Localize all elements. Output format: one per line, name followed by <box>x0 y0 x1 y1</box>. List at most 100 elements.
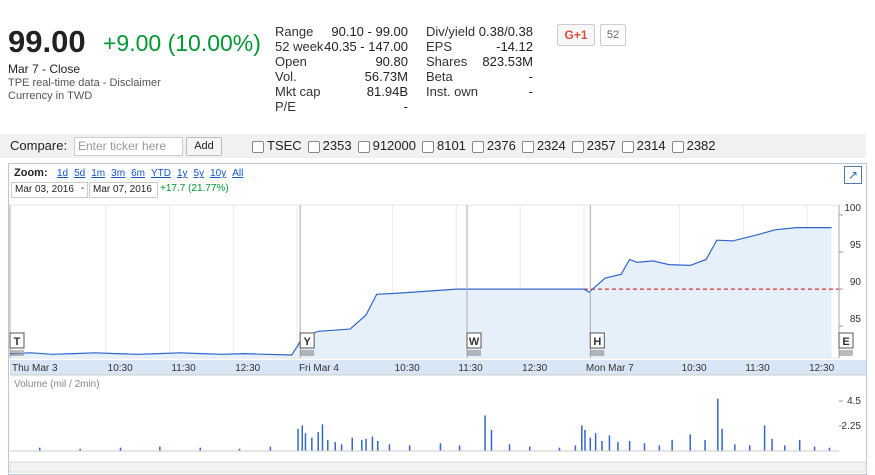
volume-bar <box>643 443 646 451</box>
ticker-checkbox[interactable]: 2324 <box>521 138 566 153</box>
volume-bar <box>39 447 41 451</box>
zoom-option[interactable]: 1d <box>57 168 69 179</box>
x-tick-label: Thu Mar 3 <box>12 363 58 374</box>
disclaimer-link[interactable]: Disclaimer <box>109 77 161 89</box>
zoom-option[interactable]: YTD <box>150 168 171 179</box>
y-tick-label: 2.25 <box>842 421 862 432</box>
volume-bar <box>798 439 801 451</box>
stat-label: P/E <box>275 99 296 114</box>
volume-bar <box>458 445 461 451</box>
event-marker: W <box>466 205 482 358</box>
quote-date: Mar 7 - Close <box>8 62 81 76</box>
volume-bar <box>784 445 786 451</box>
marker-box <box>299 332 315 349</box>
volume-bar <box>79 448 81 451</box>
volume-bar <box>238 448 241 451</box>
area-fill <box>10 227 832 358</box>
volume-bar <box>628 441 631 451</box>
volume-bar <box>601 441 603 451</box>
volume-bar <box>658 445 661 451</box>
volume-bar <box>301 425 304 451</box>
zoom-option[interactable]: 3m <box>111 168 126 179</box>
x-tick-label: 11:30 <box>171 363 196 374</box>
checkbox[interactable] <box>252 140 264 153</box>
gplus-count: 52 <box>600 24 626 46</box>
currency: Currency in TWD <box>8 90 93 102</box>
checkbox[interactable] <box>307 140 320 153</box>
event-marker: Y <box>299 205 315 358</box>
zoom-option[interactable]: 6m <box>131 168 145 179</box>
zoom-option[interactable]: 5y <box>193 168 205 179</box>
stat-value: -14.12 <box>496 39 533 54</box>
checkbox[interactable] <box>421 140 434 153</box>
x-tick-label: Fri Mar 4 <box>299 363 339 374</box>
price: 99.00 <box>8 24 86 59</box>
stat-value: 0.38/0.38 <box>478 24 533 39</box>
ticker-checkbox[interactable]: TSEC <box>252 138 302 153</box>
marker-label: H <box>593 336 601 348</box>
volume-bar <box>327 439 329 451</box>
volume-bar <box>361 439 363 451</box>
ticker-input[interactable]: Enter ticker here <box>74 137 183 156</box>
marker-label: E <box>842 336 849 348</box>
volume-bar <box>297 428 299 451</box>
x-tick-label: Mon Mar 7 <box>586 363 634 374</box>
gplus-button[interactable]: G+1 <box>557 24 595 46</box>
x-tick-label: 11:30 <box>745 363 770 374</box>
zoom-option[interactable]: 1y <box>176 168 188 179</box>
zoom-option[interactable]: 10y <box>210 168 227 179</box>
stat-label: Shares <box>426 54 468 69</box>
checkbox[interactable] <box>621 140 634 153</box>
volume-bar <box>828 447 831 451</box>
volume-bar <box>763 425 766 451</box>
volume-bar <box>159 446 161 451</box>
volume-bar <box>704 439 706 451</box>
range-change: +17.7 (21.77%) <box>160 183 229 194</box>
ticker-checkbox[interactable]: 912000 <box>357 138 416 153</box>
range-from[interactable]: Mar 03, 2016 <box>11 182 88 198</box>
stat-label: Beta <box>426 69 453 84</box>
ticker-checkbox[interactable]: 8101 <box>421 138 466 153</box>
ticker-label: 8101 <box>436 138 466 153</box>
zoom-option[interactable]: All <box>232 168 244 179</box>
range-separator: - <box>81 183 85 194</box>
expand-icon[interactable]: ↗ <box>844 166 862 184</box>
checkbox[interactable] <box>471 140 484 153</box>
x-tick-label: 12:30 <box>809 363 834 374</box>
ticker-checkbox[interactable]: 2382 <box>671 138 716 153</box>
ticker-label: 2357 <box>586 138 616 153</box>
checkbox[interactable] <box>357 140 370 153</box>
checkbox[interactable] <box>571 140 584 153</box>
y-tick-label: 95 <box>850 240 862 251</box>
checkbox[interactable] <box>521 140 534 153</box>
x-tick-label: 10:30 <box>395 363 420 374</box>
zoom-option[interactable]: 1m <box>91 168 106 179</box>
ticker-checkbox[interactable]: 2353 <box>307 138 352 153</box>
volume-bar <box>581 425 583 451</box>
y-tick-label: 100 <box>844 203 861 214</box>
range-to[interactable]: Mar 07, 2016 <box>89 182 158 198</box>
ticker-label: 2314 <box>636 138 666 153</box>
volume-bar <box>311 437 313 451</box>
ticker-checkbox[interactable]: 2314 <box>621 138 666 153</box>
charts: Thu Mar 3 10:30 11:30 12:30 Fri Mar 4 10:30 11… <box>9 203 867 473</box>
y-tick-label: 90 <box>850 277 862 288</box>
volume-bar <box>734 444 736 451</box>
volume-title: Volume (mil / 2min) <box>14 379 100 390</box>
stat-label: Div/yield <box>426 24 476 39</box>
volume-bar <box>365 438 367 451</box>
ticker-checkbox[interactable]: 2376 <box>471 138 516 153</box>
stat-label: Inst. own <box>426 84 479 99</box>
volume-bar <box>408 445 411 451</box>
ticker-label: 2376 <box>486 138 516 153</box>
volume-bar <box>584 429 586 451</box>
ticker-checkbox[interactable]: 2357 <box>571 138 616 153</box>
zoom-label: Zoom: <box>14 167 48 179</box>
volume-bar <box>351 437 353 451</box>
checkbox[interactable] <box>671 140 684 153</box>
zoom-option[interactable]: 5d <box>74 168 86 179</box>
add-button[interactable]: Add <box>186 137 222 156</box>
source: TPE real-time data - <box>8 77 110 89</box>
stat-label: Vol. <box>275 69 297 84</box>
